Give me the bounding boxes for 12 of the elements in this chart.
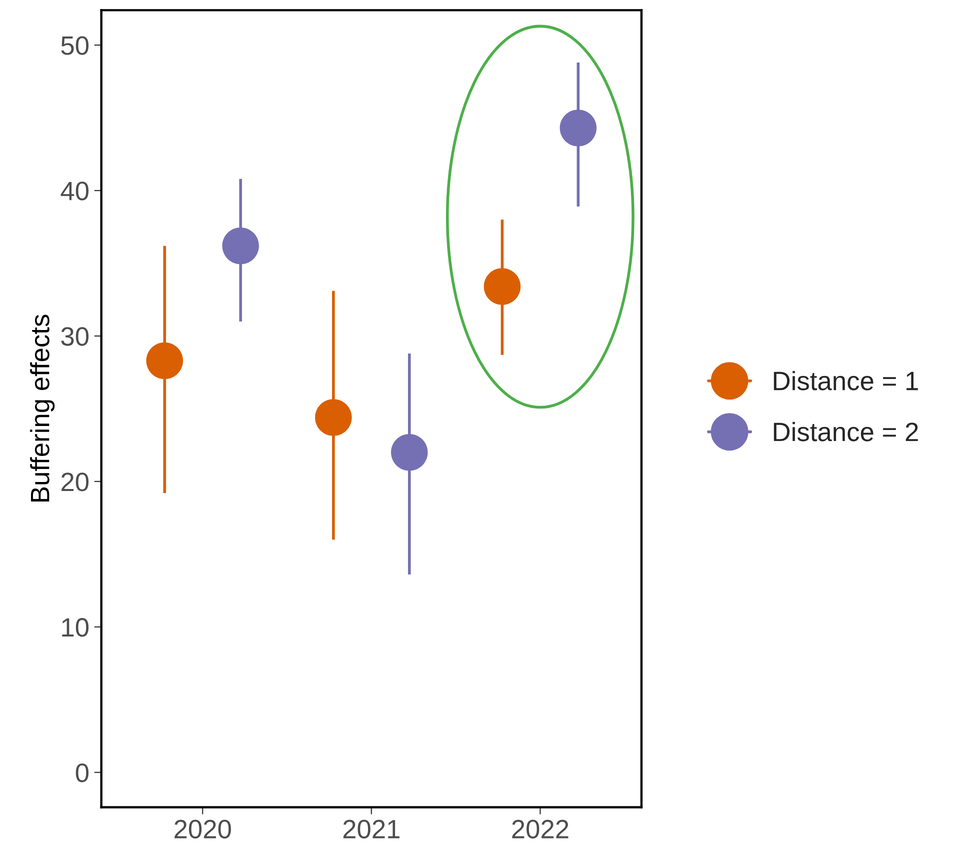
x-tick-label: 2021 [343, 820, 400, 838]
y-tick-label: 40 [60, 182, 88, 200]
legend-label: Distance = 2 [774, 422, 918, 442]
x-tick-label: 2020 [174, 820, 231, 838]
legend-label: Distance = 1 [774, 370, 918, 390]
y-axis-title: Buffering effects [30, 314, 55, 502]
y-tick-label: 50 [61, 36, 88, 55]
y-tick-label: 20 [62, 472, 88, 492]
y-tick-label: 10 [62, 618, 88, 637]
y-tick-label: 30 [61, 327, 88, 346]
y-tick-label: 0 [76, 764, 88, 782]
x-tick-label: 2022 [512, 820, 568, 838]
